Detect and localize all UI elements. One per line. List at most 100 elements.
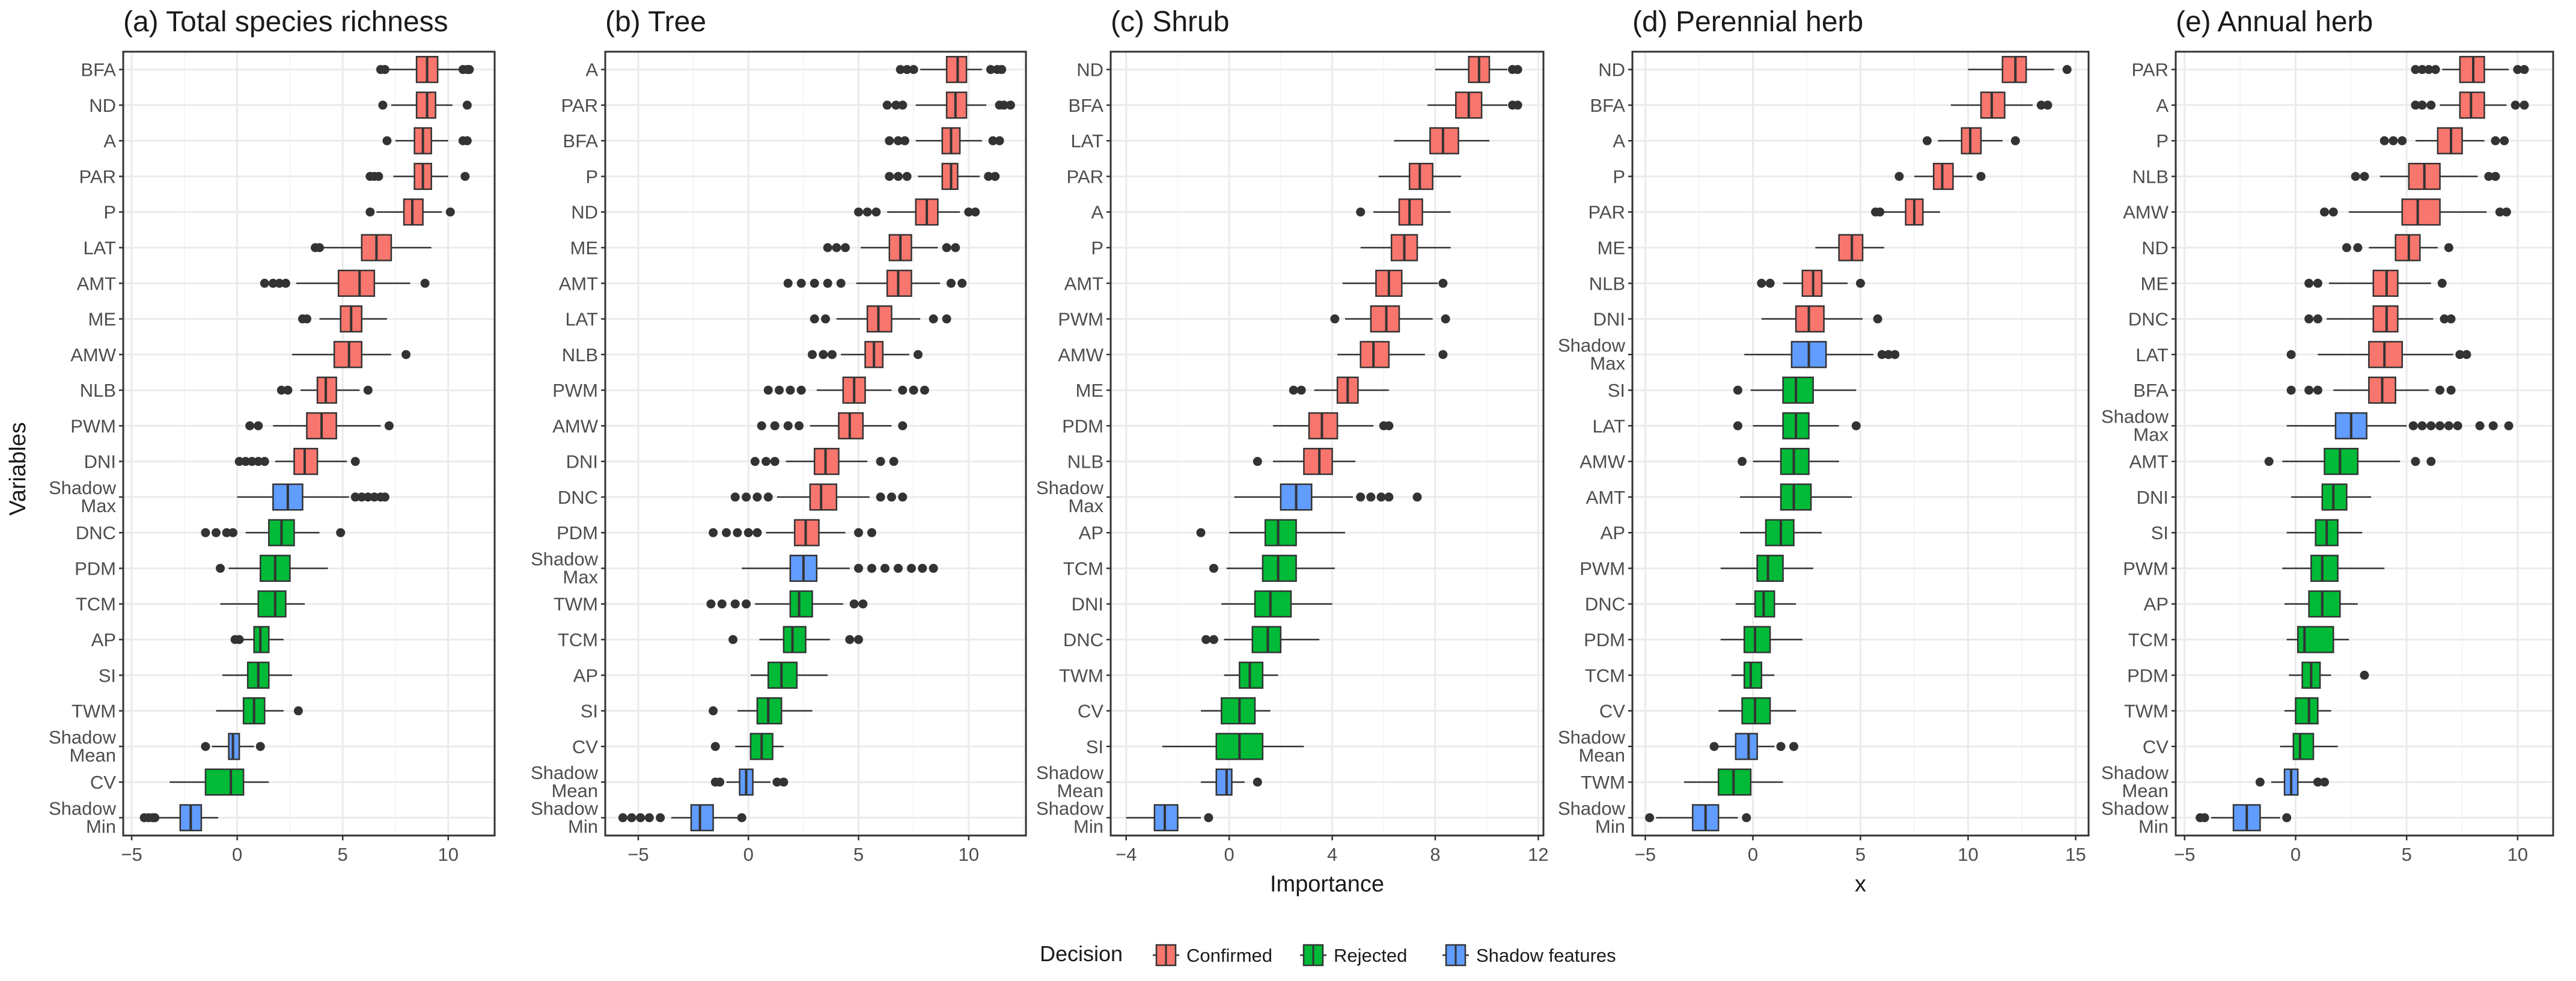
boxplot-me (823, 234, 960, 261)
outlier-point (2411, 65, 2420, 75)
boxplot-dni (1761, 305, 1882, 333)
outlier-point (420, 278, 430, 288)
outlier-point (2313, 278, 2322, 288)
boxplot-nd (1435, 56, 1522, 84)
outlier-point (717, 599, 727, 609)
outlier-point (867, 563, 876, 573)
panel-background (123, 52, 495, 836)
outlier-point (1894, 171, 1904, 181)
outlier-point (990, 171, 1000, 181)
panel-border (2175, 50, 2554, 837)
boxplot-bfa (1427, 91, 1522, 119)
y-tick-label: P (1613, 166, 1625, 187)
boxplot-p (365, 198, 455, 226)
outlier-point (997, 65, 1007, 75)
outlier-point (845, 635, 855, 644)
outlier-point (1196, 528, 1206, 537)
outlier-point (898, 492, 908, 502)
box (257, 590, 287, 618)
boxplot-shadow-mean (2255, 768, 2330, 796)
outlier-point (893, 171, 903, 181)
outlier-point (2328, 207, 2338, 217)
outlier-point (315, 243, 325, 252)
outlier-point (378, 100, 388, 110)
outlier-point (902, 65, 912, 75)
outlier-point (636, 813, 646, 822)
boxplot-amt (260, 269, 430, 297)
boxplot-amt (2264, 448, 2436, 475)
outlier-point (2444, 243, 2453, 252)
y-tick-label: P (2156, 130, 2169, 151)
y-tick-label: LAT (1070, 130, 1103, 151)
boxplot-a (2411, 91, 2529, 119)
outlier-point (1873, 314, 1882, 324)
outlier-point (909, 65, 918, 75)
y-tick-label-line: Mean (551, 780, 598, 801)
outlier-point (840, 243, 850, 252)
outlier-point (2313, 314, 2322, 324)
outlier-point (2320, 777, 2330, 787)
outlier-point (2520, 100, 2529, 110)
outlier-point (893, 563, 903, 573)
box (2308, 590, 2341, 618)
box (204, 768, 245, 796)
y-tick-label: DNI (1072, 594, 1103, 615)
y-tick-label: Shadow Max (1558, 335, 1626, 374)
outlier-point (1356, 492, 1366, 502)
outlier-point (909, 385, 918, 395)
y-tick-label-line: Max (1068, 495, 1103, 516)
panel-background (1111, 52, 1543, 836)
outlier-point (2417, 65, 2427, 75)
box (2297, 626, 2334, 653)
outlier-point (1209, 563, 1218, 573)
y-tick-label: AMT (1064, 273, 1104, 294)
x-tick-label: −5 (1635, 844, 1656, 865)
outlier-point (920, 385, 929, 395)
outlier-point (737, 813, 746, 822)
y-tick-label: AMT (559, 273, 599, 294)
y-tick-label: Shadow Mean (49, 727, 117, 766)
legend-item-confirmed: Confirmed (1153, 944, 1272, 967)
outlier-point (350, 457, 360, 466)
boxplot-twm (216, 697, 303, 725)
box (789, 590, 813, 618)
y-tick-label: TCM (1585, 665, 1625, 686)
outlier-point (2313, 385, 2322, 395)
boxplot-bfa (885, 127, 1004, 154)
outlier-point (2010, 136, 2020, 145)
x-axis-title: x (1855, 872, 1866, 897)
boxplot-a (382, 127, 472, 154)
outlier-point (1296, 385, 1306, 395)
y-tick-label: Shadow Min (49, 798, 117, 837)
x-tick-label: 15 (2065, 844, 2086, 865)
boxplot-a (896, 56, 1007, 84)
outlier-point (836, 278, 846, 288)
outlier-point (2353, 243, 2363, 252)
outlier-point (228, 528, 238, 537)
boxplot-pwm (2282, 554, 2385, 582)
legend: Decision Confirmed Rejected Shadow feature… (1040, 941, 1616, 967)
y-tick-label-line: Min (86, 816, 116, 837)
boxplot-amw (2320, 198, 2511, 226)
box (1303, 448, 1333, 475)
boxplot-me (1289, 376, 1389, 404)
y-tick-label: A (2156, 95, 2169, 116)
legend-item-shadow-features: Shadow features (1442, 944, 1616, 967)
outlier-point (902, 171, 912, 181)
outlier-point (858, 599, 868, 609)
outlier-point (465, 65, 474, 75)
legend-item-rejected: Rejected (1300, 944, 1407, 967)
boxplot-pdm (2289, 661, 2369, 689)
boxplot-pdm (1273, 412, 1394, 439)
y-tick-label: PDM (557, 522, 598, 543)
y-tick-label: ND (89, 95, 116, 116)
outlier-point (867, 528, 876, 537)
outlier-point (1733, 385, 1742, 395)
outlier-point (762, 457, 771, 466)
boxplot-shadow-mean (710, 768, 789, 796)
boxplot-amw (1738, 448, 1839, 475)
outlier-point (823, 278, 832, 288)
